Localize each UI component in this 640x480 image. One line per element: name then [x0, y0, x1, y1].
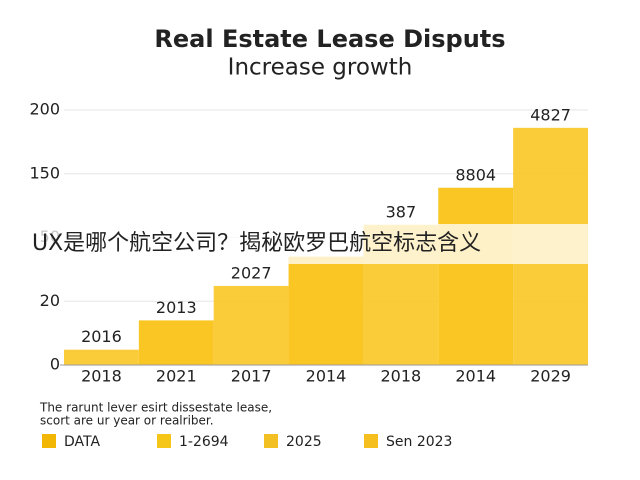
y-tick-label: 20: [40, 291, 60, 310]
chart-subtitle: Increase growth: [228, 55, 413, 81]
y-tick-label: 200: [29, 100, 60, 119]
x-tick-label: 2029: [530, 367, 571, 386]
bar-annotation: 8804: [455, 165, 496, 184]
legend-swatch: [264, 434, 278, 448]
chart-title: Real Estate Lease Disputs: [154, 25, 505, 53]
legend-label: DATA: [64, 434, 100, 450]
bar: [213, 285, 289, 365]
bar: [288, 256, 364, 365]
legend-label: 2025: [286, 434, 322, 450]
x-tick-label: 2017: [231, 367, 272, 386]
bar-annotation: 387: [386, 202, 417, 221]
legend-swatch: [42, 434, 56, 448]
x-tick-label: 2014: [455, 367, 496, 386]
x-tick-label: 2014: [306, 367, 347, 386]
bar: [138, 320, 214, 365]
note-line: The rarunt lever esirt dissestate lease,: [39, 401, 272, 415]
overlay-band: [0, 224, 640, 264]
legend-swatch: [157, 434, 171, 448]
note-line: scort are ur year or realriber.: [40, 414, 214, 428]
x-tick-label: 2018: [81, 367, 122, 386]
bar-annotation: 2016: [81, 327, 122, 346]
legend-label: Sen 2023: [386, 434, 452, 450]
bar-annotation: 4827: [530, 105, 571, 124]
y-tick-label: 0: [50, 355, 60, 374]
bar-annotation: 2013: [156, 298, 197, 317]
bar: [438, 187, 514, 365]
x-tick-label: 2018: [380, 367, 421, 386]
x-tick-label: 2021: [156, 367, 197, 386]
overlay-text: UX是哪个航空公司？揭秘欧罗巴航空标志含义: [32, 231, 481, 256]
bar: [64, 349, 139, 365]
bar-annotation: 2027: [231, 263, 272, 282]
legend-label: 1-2694: [179, 434, 229, 450]
y-tick-label: 150: [29, 163, 60, 182]
legend-swatch: [364, 434, 378, 448]
